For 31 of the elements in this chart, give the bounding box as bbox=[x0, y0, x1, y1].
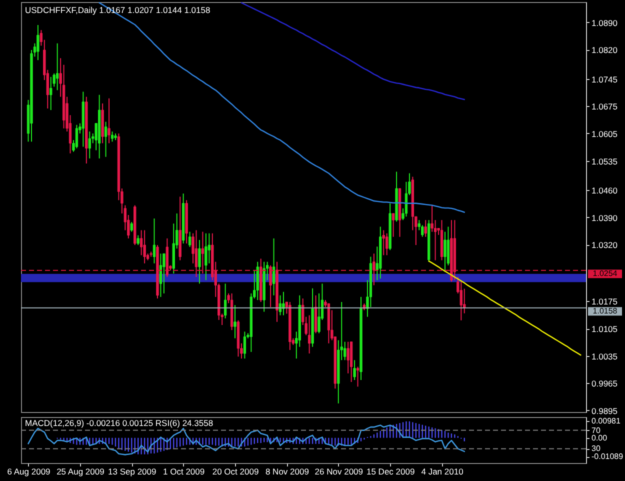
x-tick-label: 15 Dec 2009 bbox=[366, 466, 415, 476]
y-tick-label: 1.0535 bbox=[592, 156, 618, 166]
y-tick-label: 1.0820 bbox=[592, 45, 618, 56]
x-tick-label: 8 Nov 2009 bbox=[265, 466, 310, 476]
y-tick-label: 1.0890 bbox=[592, 18, 618, 28]
y-tick-label: 1.0105 bbox=[592, 324, 618, 334]
y2-tick-label: 30 bbox=[592, 444, 601, 454]
y-tick-label: 1.0390 bbox=[592, 212, 618, 223]
y-tick-label: 1.0320 bbox=[592, 240, 618, 250]
x-tick-label: 4 Jan 2010 bbox=[421, 466, 464, 476]
x-tick-label: 25 Aug 2009 bbox=[56, 466, 105, 476]
y-tick-label: 0.00981 bbox=[592, 416, 621, 426]
y-tick-label: 0.00 bbox=[592, 433, 608, 442]
y-tick-label: 1.0605 bbox=[592, 128, 618, 139]
y-tick-label: 0.9965 bbox=[592, 378, 618, 389]
y-tick-label: 1.0175 bbox=[592, 296, 618, 307]
x-tick-label: 1 Oct 2009 bbox=[163, 466, 205, 476]
y-tick-label: 1.0035 bbox=[592, 351, 618, 362]
y-tick-label: 1.0675 bbox=[592, 102, 618, 112]
x-tick-label: 20 Oct 2009 bbox=[212, 466, 259, 476]
y2-tick-label: 70 bbox=[592, 426, 601, 435]
y-tick-label: -0.01089 bbox=[592, 452, 624, 462]
ref-line-label: 1.0158 bbox=[592, 306, 618, 316]
x-tick-label: 13 Sep 2009 bbox=[108, 466, 157, 476]
x-tick-label: 6 Aug 2009 bbox=[7, 466, 51, 476]
y-tick-label: 0.9895 bbox=[592, 406, 618, 416]
y-tick-label: 1.0460 bbox=[592, 186, 618, 196]
chart-title: MACD(12,26,9) -0.00216 0.00125 RSI(6) 24.3558 bbox=[25, 418, 214, 428]
y-tick-label: 1.0745 bbox=[592, 74, 618, 84]
x-tick-label: 26 Nov 2009 bbox=[314, 466, 364, 476]
ref-line-label: 1.0254 bbox=[592, 268, 618, 278]
